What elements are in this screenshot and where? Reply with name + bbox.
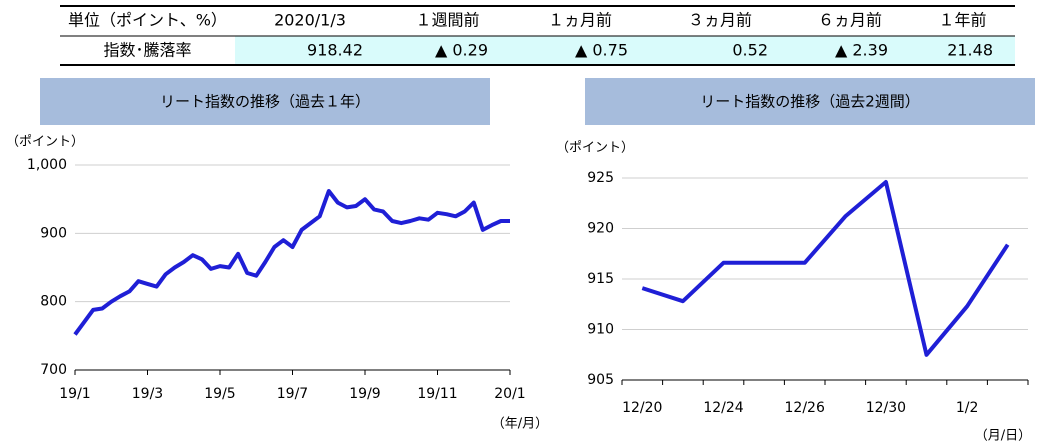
x-tick-label: 19/5 xyxy=(204,386,235,402)
y-tick-label: 920 xyxy=(587,221,614,237)
x-tick-label: 20/1 xyxy=(494,386,525,402)
x-tick-label: 12/24 xyxy=(703,400,743,416)
y-tick-label: 800 xyxy=(40,294,67,310)
table-cell: 0.52 xyxy=(732,41,768,60)
x-tick-label: 1/2 xyxy=(956,400,979,416)
x-tick-label: 19/1 xyxy=(59,386,90,402)
table-header: １年前 xyxy=(938,11,986,30)
table-cell: 21.48 xyxy=(947,41,993,60)
data-line xyxy=(641,180,1010,357)
table-cell: ▲ 0.75 xyxy=(575,41,628,60)
table-header: ６ヵ月前 xyxy=(818,11,882,30)
x-tick-label: 19/9 xyxy=(349,386,380,402)
y-axis-label: （ポイント） xyxy=(6,135,84,150)
y-axis-label: （ポイント） xyxy=(556,141,634,156)
table-highlight xyxy=(235,36,1015,65)
y-tick-label: 900 xyxy=(40,225,67,241)
chart-title-box xyxy=(585,78,1035,125)
x-tick-label: 12/30 xyxy=(866,400,906,416)
y-tick-label: 915 xyxy=(587,271,614,287)
table-header: １ヵ月前 xyxy=(548,11,612,30)
table-cell: 指数･騰落率 xyxy=(103,41,191,60)
table-header: １週間前 xyxy=(415,11,479,30)
data-line xyxy=(73,189,510,336)
y-tick-label: 1,000 xyxy=(27,157,67,173)
table-header: ３ヵ月前 xyxy=(688,11,752,30)
y-tick-label: 700 xyxy=(40,362,67,378)
chart-title: リート指数の推移（過去１年） xyxy=(160,93,370,111)
table-cell: ▲ 2.39 xyxy=(835,41,888,60)
table-header: 2020/1/3 xyxy=(274,11,346,30)
x-tick-label: 12/20 xyxy=(622,400,662,416)
x-axis-label: （月/日） xyxy=(975,429,1031,444)
y-tick-label: 905 xyxy=(587,372,614,388)
table-cell: ▲ 0.29 xyxy=(435,41,488,60)
chart-title-box xyxy=(40,78,490,125)
table-cell: 918.42 xyxy=(307,41,363,60)
chart-title: リート指数の推移（過去2週間） xyxy=(700,93,920,111)
x-tick-label: 19/7 xyxy=(277,386,308,402)
x-tick-label: 19/3 xyxy=(132,386,163,402)
table-header: 単位（ポイント、%） xyxy=(68,11,227,30)
x-axis-label: （年/月） xyxy=(492,417,548,432)
x-tick-label: 12/26 xyxy=(785,400,825,416)
y-tick-label: 925 xyxy=(587,170,614,186)
y-tick-label: 910 xyxy=(587,322,614,338)
x-tick-label: 19/11 xyxy=(417,386,457,402)
